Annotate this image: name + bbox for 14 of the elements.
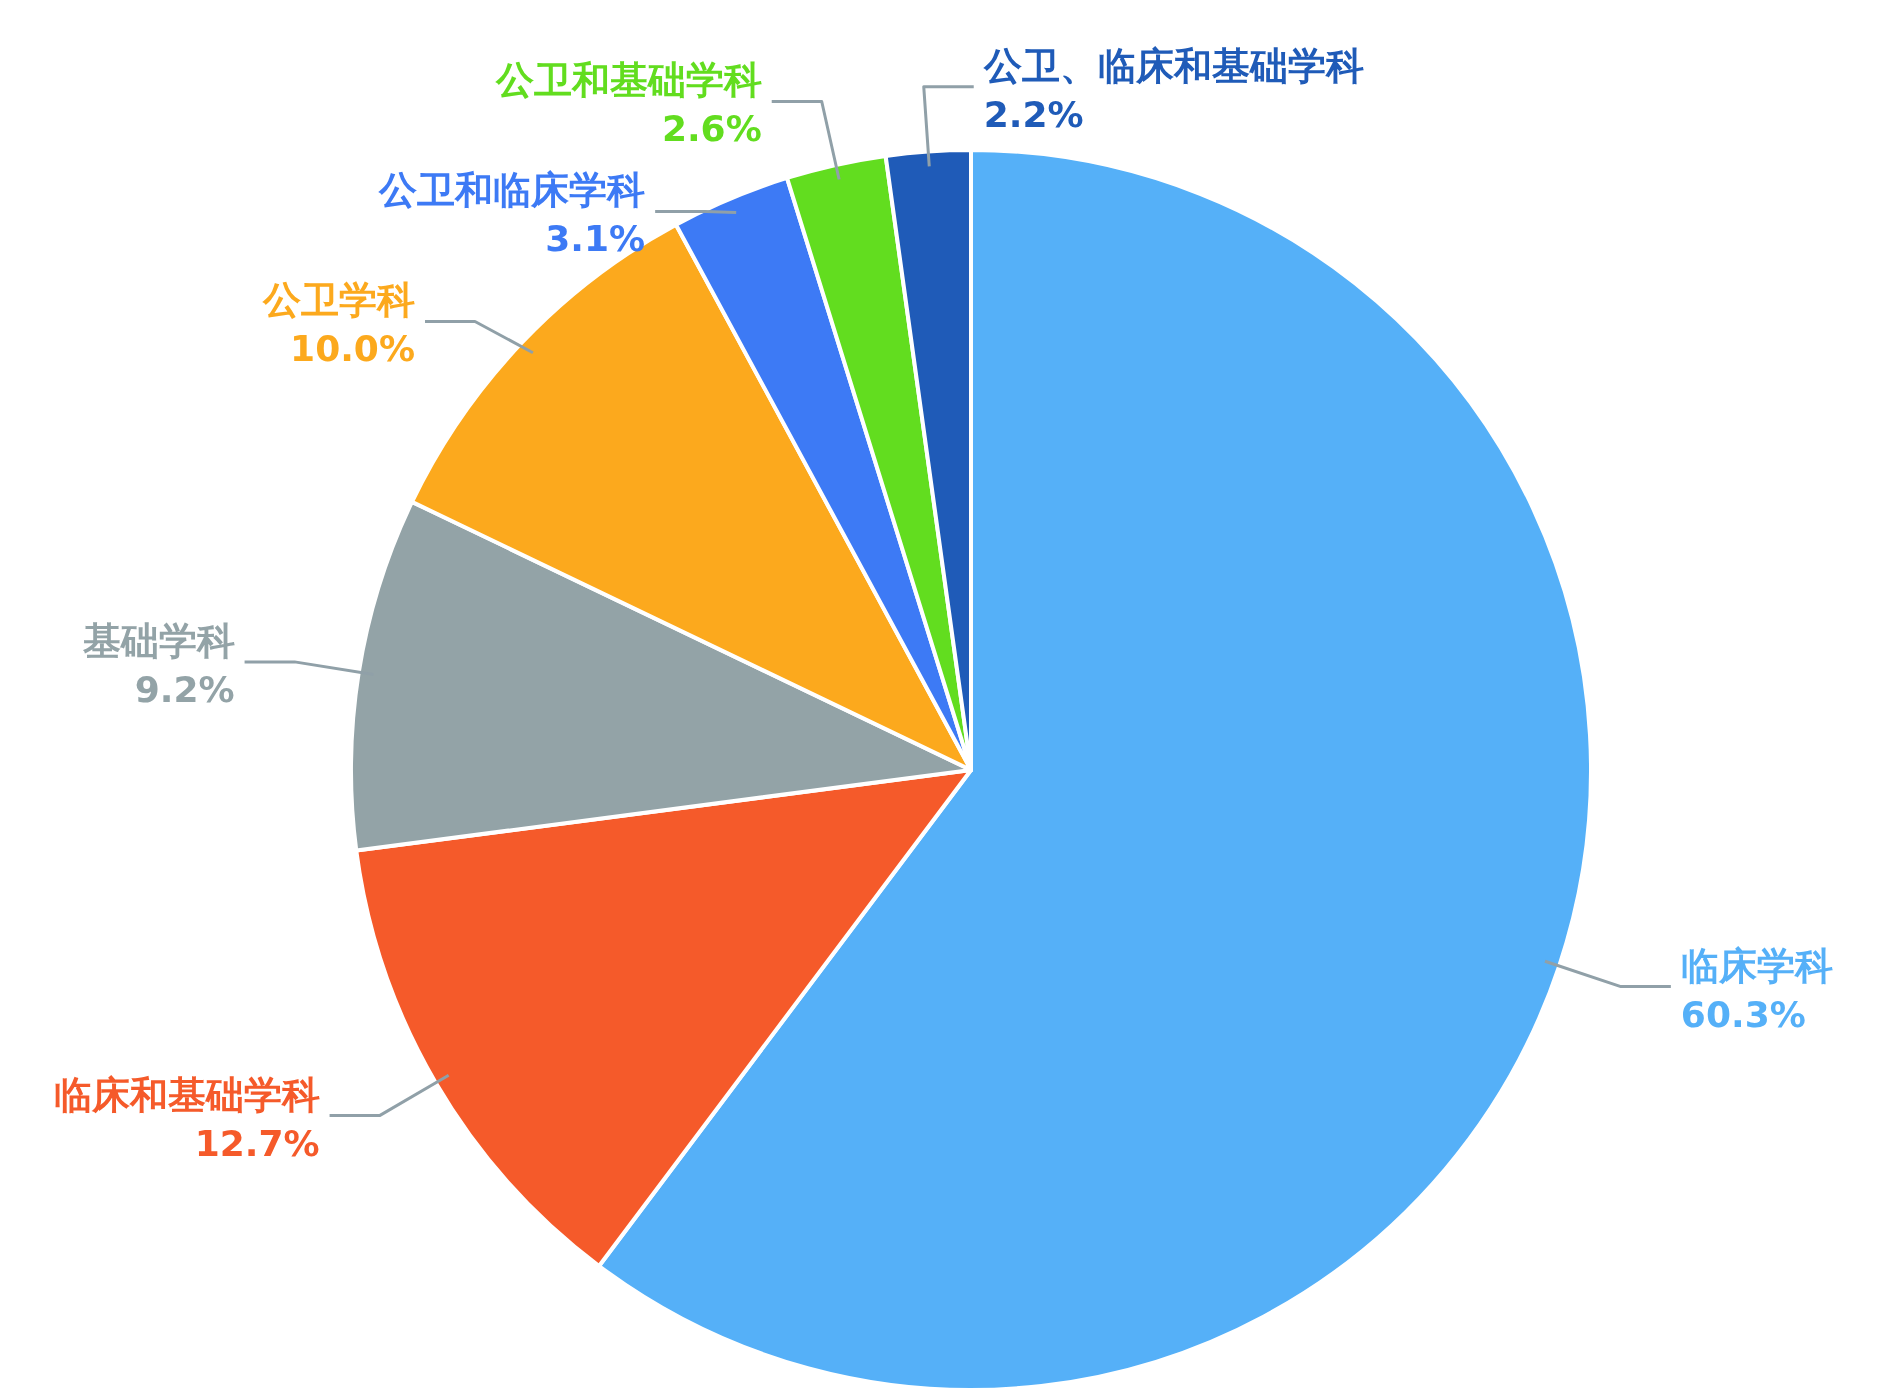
- slice-label: 公卫和基础学科: [494, 58, 762, 103]
- slice-label: 公卫和临床学科: [378, 168, 646, 213]
- slice-label: 公卫学科: [261, 278, 415, 323]
- data-label: 9.2%: [134, 668, 235, 710]
- data-label: 12.7%: [194, 1122, 320, 1164]
- data-label: 3.1%: [545, 218, 646, 260]
- data-label: 10.0%: [290, 328, 415, 370]
- data-label: 60.3%: [1680, 993, 1806, 1035]
- data-label: 2.2%: [983, 93, 1084, 135]
- slice-label: 基础学科: [81, 618, 235, 663]
- slice-label: 公卫、临床和基础学科: [982, 43, 1364, 88]
- slice-label: 临床和基础学科: [53, 1072, 320, 1117]
- data-label: 2.6%: [661, 108, 762, 150]
- slice-label: 临床学科: [1680, 943, 1833, 988]
